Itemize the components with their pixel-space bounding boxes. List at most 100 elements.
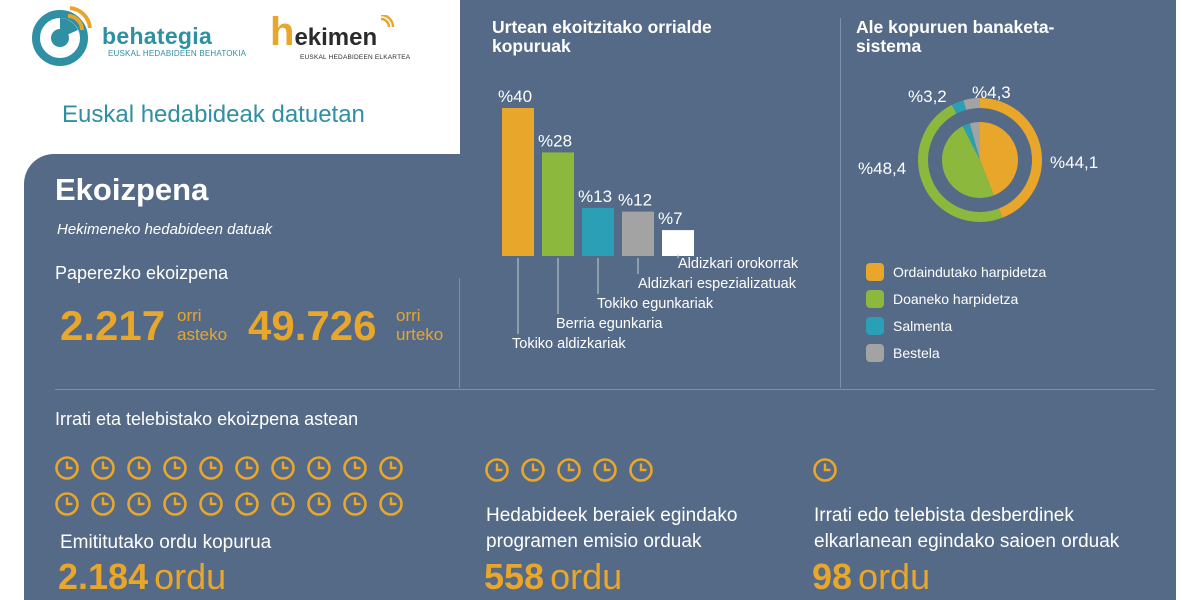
donut-ring-slice [951,100,967,114]
donut-ring-slice [980,98,1042,218]
legend-swatch [866,262,884,281]
legend-swatch [866,316,884,335]
collab-hours-label: Irrati edo telebista desberdinek elkarla… [814,505,1120,552]
own-hours-label: Hedabideek beraiek egindako programen em… [486,505,738,552]
clock-icon [378,455,404,486]
donut-chart-title: Ale kopuruen banaketa-sistema [856,17,1055,56]
donut-value-label: %44,1 [1050,153,1098,172]
weekly-unit-line1: orri [177,306,202,325]
donut-ring-slice [918,104,1003,222]
category-label: Berria egunkaria [556,316,663,332]
clock-icon [556,457,582,488]
clock-icon [90,491,116,522]
bar-value-label: %7 [658,209,683,228]
bar-value-label: %13 [578,187,612,206]
yearly-pages-value: 49.726 [248,302,377,349]
clock-icon [592,457,618,488]
yearly-unit-line2: urteko [396,325,444,344]
donut-value-label: %4,3 [972,83,1011,102]
clock-icon [198,455,224,486]
own-hours-value: 558 ordu [484,556,622,598]
clock-icon [342,455,368,486]
section-title: Ekoizpena [55,172,209,207]
legend-item: Ordaindutako harpidetza [866,258,1046,285]
bar-chart: %40 Tokiko aldizkariak %28 Berria egunkaria… [498,87,799,352]
clock-icon [378,491,404,522]
category-label: Tokiko aldizkariak [512,336,626,352]
emitted-hours-label: Emititutako ordu kopurua [60,532,272,553]
clock-row [54,491,404,522]
hekimen-logo-subtitle: EUSKAL HEDABIDEEN ELKARTEA [300,54,411,61]
clock-icon [628,457,654,488]
hekimen-logo: hekimen [270,10,395,55]
behategia-logo: behategia [30,4,212,68]
donut-chart: %44,1 %48,4 %3,2 %4,3 [858,83,1098,222]
weekly-unit-line2: asteko [177,325,228,344]
clock-icon [234,491,260,522]
hekimen-waves-icon [381,14,395,27]
donut-value-label: %48,4 [858,159,906,178]
bar [662,230,694,256]
collab-hours-value: 98 ordu [812,556,930,598]
bar-value-label: %12 [618,191,652,210]
divider-horizontal [55,389,1155,390]
divider-right [840,18,841,388]
donut-legend: Ordaindutako harpidetza Doaneko harpidet… [866,258,1046,366]
emitted-hours-number: 2.184 [58,556,149,597]
clock-icon [234,455,260,486]
legend-swatch [866,343,884,362]
donut-center-slice [980,122,1018,196]
donut-center-slice [969,122,980,160]
bar [622,211,654,256]
clock-icon [162,455,188,486]
clock-icon [90,455,116,486]
legend-item: Bestela [866,339,1046,366]
category-label: Aldizkari espezializatuak [638,276,797,292]
clock-icon [342,491,368,522]
section-subtitle: Hekimeneko hedabideen datuak [57,221,273,238]
legend-label: Ordaindutako harpidetza [893,263,1047,280]
bar-value-label: %40 [498,87,532,106]
collab-hours-number: 98 [812,556,853,597]
own-hours-number: 558 [484,556,545,597]
hekimen-logo-name: ekimen [294,24,378,51]
site-title: Euskal hedabideak datuetan [62,101,365,128]
clock-row [812,457,838,488]
radio-tv-title: Irrati eta telebistako ekoizpena astean [55,409,359,429]
legend-swatch [866,289,884,308]
weekly-pages-value: 2.217 [60,302,166,349]
yearly-unit-line1: orri [396,306,421,325]
bar [582,207,614,256]
clock-icon [126,455,152,486]
paper-production-title: Paperezko ekoizpena [55,263,229,283]
emitted-hours-unit: ordu [154,556,227,597]
yearly-pages-unit: orri urteko [396,306,443,344]
collab-hours-unit: ordu [858,556,931,597]
clock-icon [484,457,510,488]
hekimen-logo-h: h [270,10,295,54]
emitted-hours-value: 2.184 ordu [58,556,226,598]
legend-label: Salmenta [893,317,953,334]
weekly-pages-unit: orri asteko [177,306,227,344]
clock-icon [812,457,838,488]
legend-item: Doaneko harpidetza [866,285,1046,312]
bar [502,108,534,256]
category-label: Aldizkari orokorrak [678,256,799,272]
category-label: Tokiko egunkariak [597,296,714,312]
clock-icon [520,457,546,488]
clock-icon [306,491,332,522]
clock-row [484,457,654,488]
donut-value-label: %3,2 [908,87,947,106]
clock-icon [306,455,332,486]
divider-left [459,278,460,388]
behategia-logo-subtitle: EUSKAL HEDABIDEEN BEHATOKIA [108,49,247,58]
donut-ring-slice [963,98,980,110]
clock-icon [270,455,296,486]
clock-icon [198,491,224,522]
bar [542,152,574,256]
donut-center-slice [962,123,980,160]
donut-center-slice [942,126,994,198]
clock-icon [162,491,188,522]
bar-value-label: %28 [538,131,572,150]
clock-icon [126,491,152,522]
